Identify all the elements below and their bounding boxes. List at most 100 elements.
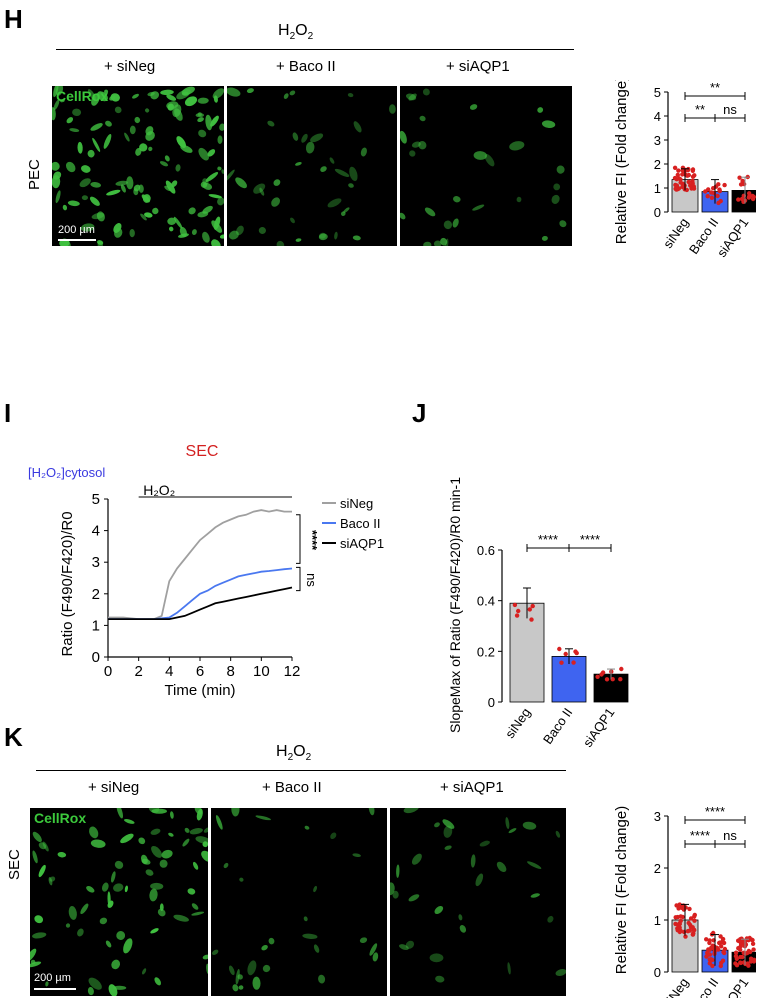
data-point: [595, 674, 600, 679]
cell-blob: [295, 238, 302, 242]
cell-blob: [290, 217, 295, 224]
cell-blob: [537, 107, 544, 113]
cell-blob: [200, 181, 208, 188]
cell-blob: [400, 212, 406, 220]
h-condition-baco: + Baco II: [276, 58, 336, 75]
cell-blob: [30, 959, 36, 965]
cell-blob: [547, 915, 554, 923]
cell-blob: [89, 826, 99, 839]
data-point: [722, 182, 727, 188]
data-point: [704, 954, 709, 959]
sig-label: ****: [705, 804, 725, 819]
cell-blob: [149, 888, 158, 902]
cell-blob: [508, 828, 517, 834]
cell-blob: [419, 115, 426, 122]
cell-blob: [353, 121, 362, 133]
data-point: [573, 649, 578, 654]
cell-blob: [159, 161, 169, 167]
cell-blob: [434, 822, 440, 828]
cell-blob: [80, 223, 95, 232]
h-scale-label: 200 µm: [58, 224, 95, 236]
category-label: Baco II: [540, 705, 575, 747]
cell-blob: [349, 166, 358, 182]
cell-blob: [505, 817, 510, 830]
cell-blob: [522, 821, 537, 830]
cell-blob: [69, 128, 80, 133]
data-point: [691, 186, 697, 191]
cell-blob: [106, 189, 121, 196]
cell-blob: [422, 88, 430, 96]
cell-blob: [388, 104, 396, 114]
legend-label: siNeg: [340, 496, 373, 511]
cell-blob: [52, 175, 61, 189]
data-point: [516, 608, 521, 614]
cell-blob: [139, 143, 148, 152]
cell-blob: [469, 104, 478, 110]
cell-blob: [227, 87, 241, 97]
cell-blob: [273, 179, 281, 186]
cell-blob: [198, 129, 207, 138]
cell-blob: [246, 88, 254, 94]
cell-blob: [138, 837, 146, 845]
x-axis-label: Time (min): [164, 682, 235, 699]
cell-blob: [283, 93, 289, 99]
data-point: [680, 914, 685, 920]
cell-blob: [90, 839, 106, 848]
data-point: [738, 960, 743, 965]
cell-blob: [392, 890, 399, 899]
cell-blob: [174, 108, 183, 121]
y-tick-label: 0: [654, 205, 661, 220]
data-point: [529, 617, 534, 622]
data-point: [705, 194, 710, 199]
i-probe-label: [H₂O₂]cytosol: [28, 465, 105, 480]
cell-blob: [161, 849, 173, 859]
h-treatment-label: H2O2: [278, 22, 314, 43]
cell-blob: [330, 832, 337, 840]
cell-blob: [178, 233, 189, 238]
cell-blob: [343, 207, 350, 213]
i-treatment-label: H₂O₂: [143, 482, 175, 498]
cell-blob: [72, 108, 82, 117]
cell-blob: [255, 815, 271, 821]
cell-blob: [239, 877, 244, 882]
cell-blob: [208, 194, 222, 199]
data-point: [680, 184, 685, 190]
cell-blob: [99, 917, 108, 925]
cell-blob: [124, 885, 128, 893]
cell-blob: [77, 928, 84, 937]
cell-blob: [55, 86, 64, 96]
data-point: [678, 177, 683, 182]
cell-blob: [134, 116, 141, 124]
cell-blob: [352, 235, 361, 241]
data-point: [685, 929, 691, 934]
cell-blob: [38, 842, 47, 850]
cell-blob: [459, 925, 467, 933]
cell-blob: [472, 204, 485, 211]
cell-blob: [271, 197, 281, 207]
cell-blob: [360, 147, 367, 157]
cell-blob: [411, 853, 422, 865]
y-axis-label: SlopeMax of Ratio (F490/F420)/R0 min-1: [447, 477, 463, 733]
data-point: [690, 178, 695, 184]
cell-blob: [329, 157, 335, 164]
data-point: [530, 603, 535, 609]
cell-blob: [368, 808, 375, 816]
y-tick-label: 1: [654, 181, 661, 196]
data-point: [604, 677, 610, 682]
h-condition-sineg: + siNeg: [104, 58, 156, 75]
data-point: [733, 950, 739, 955]
y-tick-label: 0.6: [477, 543, 495, 558]
cell-blob: [108, 984, 118, 996]
cell-blob: [359, 937, 368, 944]
cell-blob: [92, 137, 101, 152]
cell-blob: [81, 165, 91, 173]
cell-blob: [429, 953, 444, 963]
cell-blob: [318, 974, 326, 984]
cell-blob: [167, 217, 177, 226]
data-point: [709, 190, 714, 195]
cell-blob: [171, 180, 178, 188]
legend-label: Baco II: [340, 516, 380, 531]
cell-blob: [217, 197, 224, 206]
data-point: [514, 613, 520, 618]
cell-blob: [516, 196, 522, 203]
